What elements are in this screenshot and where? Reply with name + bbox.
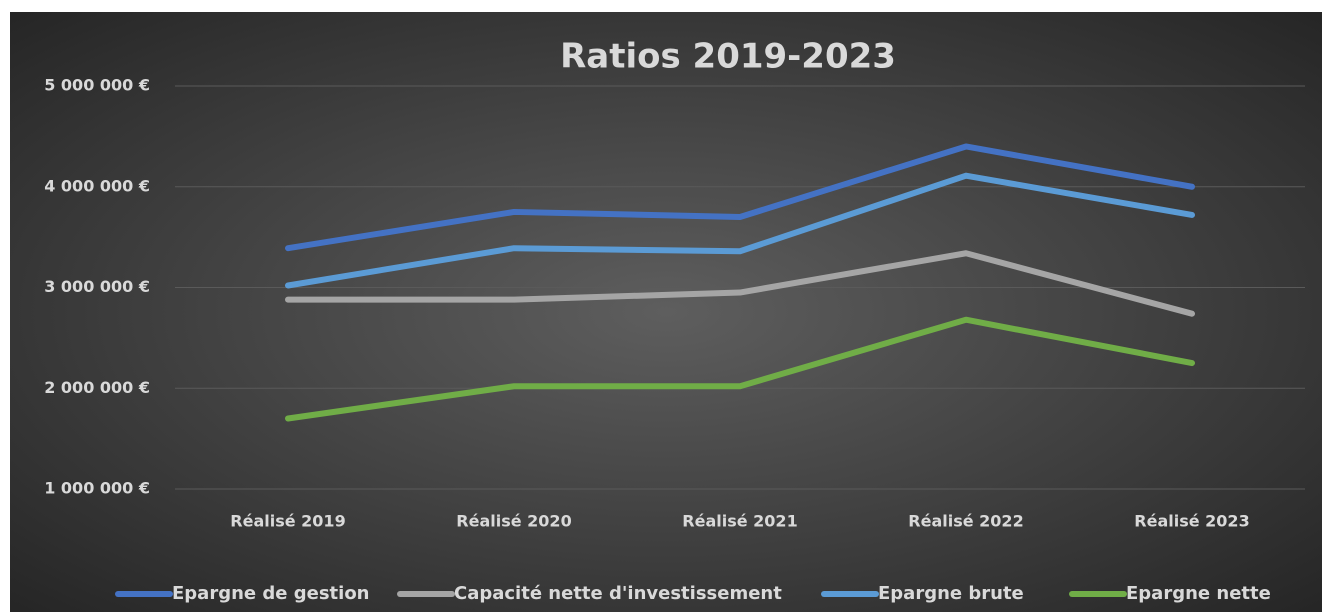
x-tick-label: Réalisé 2020 — [456, 512, 571, 531]
y-tick-label: 3 000 000 € — [44, 277, 150, 296]
x-tick-label: Réalisé 2021 — [682, 512, 797, 531]
legend-label: Epargne brute — [878, 583, 1024, 604]
y-tick-label: 2 000 000 € — [44, 378, 150, 397]
chart-title: Ratios 2019-2023 — [560, 37, 896, 77]
series-line — [285, 250, 1195, 317]
x-tick-label: Réalisé 2019 — [230, 512, 345, 531]
series-line — [285, 143, 1195, 252]
x-tick-label: Réalisé 2023 — [1134, 512, 1249, 531]
series-line — [285, 172, 1195, 289]
y-tick-label: 4 000 000 € — [44, 176, 150, 195]
background — [10, 12, 1322, 612]
legend-label: Epargne nette — [1126, 583, 1271, 604]
legend-label: Capacité nette d'investissement — [454, 583, 782, 604]
series-line — [285, 316, 1195, 422]
legend-label: Epargne de gestion — [172, 583, 370, 604]
y-tick-label: 1 000 000 € — [44, 479, 150, 498]
x-tick-label: Réalisé 2022 — [908, 512, 1023, 531]
y-tick-label: 5 000 000 € — [44, 76, 150, 95]
